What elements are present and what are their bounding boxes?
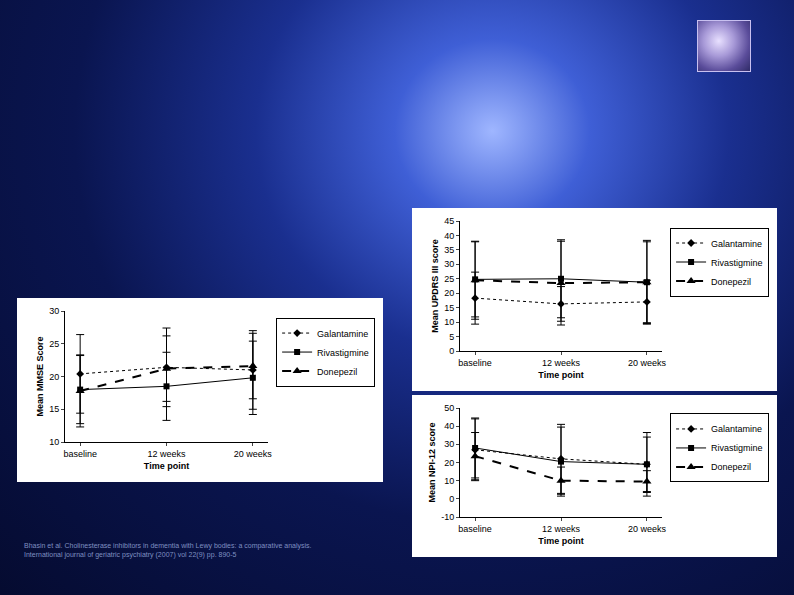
svg-text:5: 5 [449,332,454,342]
svg-text:30: 30 [444,259,454,269]
svg-text:35: 35 [444,245,454,255]
svg-text:Mean MMSE Score: Mean MMSE Score [35,336,45,416]
svg-text:Donepezil: Donepezil [711,462,751,472]
svg-text:Time point: Time point [538,536,583,546]
svg-text:45: 45 [444,216,454,226]
svg-text:Time point: Time point [144,461,189,471]
svg-text:-10: -10 [441,512,454,522]
svg-text:baseline: baseline [458,524,492,534]
html-text:International journal of geria: International journal of geriatric psych… [24,551,237,558]
svg-text:30: 30 [49,306,59,316]
svg-text:Mean UPDRS III score: Mean UPDRS III score [430,239,440,333]
svg-text:50: 50 [444,403,454,413]
svg-text:10: 10 [444,476,454,486]
svg-text:20: 20 [49,372,59,382]
svg-text:25: 25 [49,339,59,349]
svg-text:20: 20 [444,288,454,298]
svg-text:Rivastigmine: Rivastigmine [317,348,369,358]
svg-text:Galantamine: Galantamine [711,424,762,434]
svg-text:Mean NPI-12 score: Mean NPI-12 score [427,422,437,502]
svg-text:Rivastigmine: Rivastigmine [711,258,763,268]
svg-text:0: 0 [449,494,454,504]
svg-text:baseline: baseline [458,358,492,368]
svg-text:20: 20 [444,458,454,468]
svg-text:0: 0 [449,346,454,356]
svg-text:Donepezil: Donepezil [711,277,751,287]
svg-text:15: 15 [49,404,59,414]
svg-text:baseline: baseline [63,449,97,459]
svg-text:12 weeks: 12 weeks [147,449,186,459]
svg-text:15: 15 [444,303,454,313]
svg-text:40: 40 [444,421,454,431]
svg-text:Rivastigmine: Rivastigmine [711,443,763,453]
svg-text:Time point: Time point [538,370,583,380]
svg-text:20 weeks: 20 weeks [628,358,667,368]
svg-text:40: 40 [444,231,454,241]
svg-text:20 weeks: 20 weeks [234,449,273,459]
svg-text:Galantamine: Galantamine [317,329,368,339]
svg-text:Galantamine: Galantamine [711,239,762,249]
svg-text:12 weeks: 12 weeks [542,358,581,368]
svg-text:Donepezil: Donepezil [317,367,357,377]
svg-text:10: 10 [444,317,454,327]
svg-text:25: 25 [444,274,454,284]
svg-text:12 weeks: 12 weeks [542,524,581,534]
svg-text:10: 10 [49,437,59,447]
svg-text:20 weeks: 20 weeks [628,524,667,534]
html-text:Bhasin et al. Cholinesterase i: Bhasin et al. Cholinesterase inhibitors … [24,542,312,549]
svg-text:30: 30 [444,439,454,449]
